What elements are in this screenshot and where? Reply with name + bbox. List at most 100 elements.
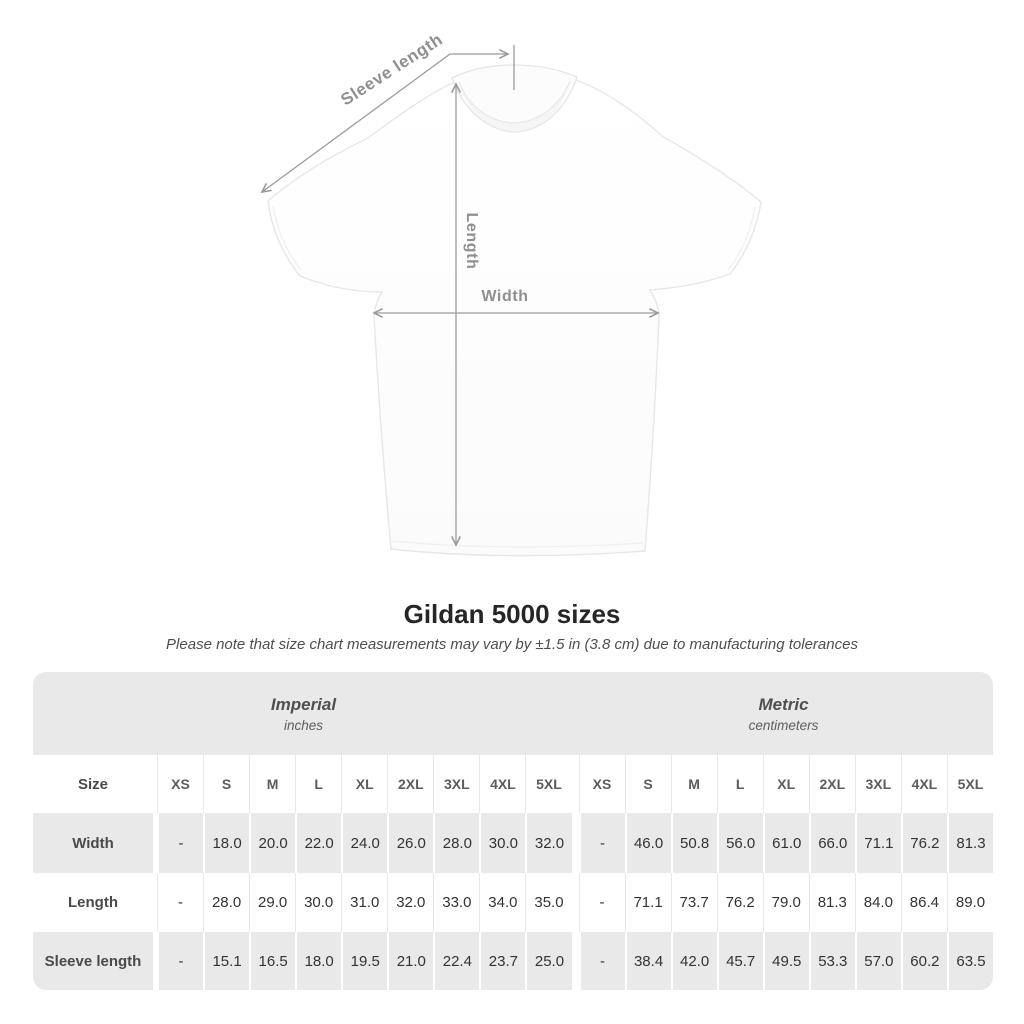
size-header-imperial-xl: XL	[341, 755, 388, 813]
length-label: Length	[463, 212, 480, 270]
tshirt-body-shape	[267, 78, 762, 557]
value-cell: 81.3	[808, 873, 855, 932]
value-cell: 46.0	[624, 813, 671, 873]
size-header-metric-2xl: 2XL	[808, 755, 855, 813]
column-gap	[153, 813, 157, 873]
value-cell: -	[157, 873, 204, 932]
value-cell: -	[578, 932, 625, 990]
row-label-length: Length	[33, 873, 153, 932]
column-gap	[571, 755, 579, 813]
value-cell: 30.0	[295, 873, 342, 932]
page-title: Gildan 5000 sizes	[403, 599, 621, 629]
value-cell: 20.0	[249, 813, 296, 873]
value-cell: 22.4	[433, 932, 480, 990]
value-cell: 50.8	[670, 813, 717, 873]
size-header-imperial-xs: XS	[157, 755, 204, 813]
value-cell: 49.5	[762, 932, 809, 990]
table-row-length: Length - 28.0 29.0 30.0 31.0 32.0 33.0 3…	[33, 873, 993, 932]
size-header-metric-xs: XS	[578, 755, 625, 813]
value-cell: 22.0	[295, 813, 342, 873]
size-header-imperial-s: S	[203, 755, 250, 813]
value-cell: 25.0	[525, 932, 572, 990]
size-header-imperial-5xl: 5XL	[525, 755, 572, 813]
value-cell: 24.0	[341, 813, 388, 873]
size-header-imperial-4xl: 4XL	[479, 755, 526, 813]
tshirt-hem-seam	[392, 540, 644, 548]
metric-title: Metric	[758, 694, 809, 714]
size-header-metric-5xl: 5XL	[946, 755, 993, 813]
value-cell: 29.0	[249, 873, 296, 932]
value-cell: -	[157, 932, 204, 990]
row-label-sleeve-length: Sleeve length	[33, 932, 153, 990]
value-cell: 66.0	[808, 813, 855, 873]
value-cell: 23.7	[479, 932, 526, 990]
size-header-imperial-m: M	[249, 755, 296, 813]
value-cell: 76.2	[716, 873, 763, 932]
value-cell: 57.0	[854, 932, 901, 990]
value-cell: 15.1	[203, 932, 250, 990]
value-cell: 28.0	[433, 813, 480, 873]
value-cell: 71.1	[624, 873, 671, 932]
value-cell: -	[157, 813, 204, 873]
value-cell: 16.5	[249, 932, 296, 990]
tshirt-right-sleeve-seam	[728, 206, 756, 270]
imperial-header: Imperial inches	[33, 672, 574, 755]
sleeve-length-arrow-diagonal	[260, 53, 451, 194]
size-header-row: Size XS S M L XL 2XL 3XL 4XL 5XL XS S M …	[33, 755, 993, 813]
value-cell: 33.0	[433, 873, 480, 932]
value-cell: 76.2	[900, 813, 947, 873]
size-header-imperial-3xl: 3XL	[433, 755, 480, 813]
value-cell: 86.4	[900, 873, 947, 932]
column-gap	[153, 932, 157, 990]
tshirt-left-sleeve-seam	[272, 205, 302, 271]
table-row-width: Width - 18.0 20.0 22.0 24.0 26.0 28.0 30…	[33, 813, 993, 873]
value-cell: 53.3	[808, 932, 855, 990]
imperial-unit: inches	[283, 717, 324, 733]
size-header-metric-4xl: 4XL	[900, 755, 947, 813]
size-chart-table: Imperial inches Metric centimeters Size …	[33, 672, 993, 990]
value-cell: 32.0	[387, 873, 434, 932]
metric-header: Metric centimeters	[574, 672, 993, 755]
column-gap	[571, 873, 579, 932]
value-cell: 89.0	[946, 873, 993, 932]
value-cell: 18.0	[295, 932, 342, 990]
size-header-metric-m: M	[670, 755, 717, 813]
width-label: Width	[481, 288, 529, 305]
imperial-title: Imperial	[270, 694, 337, 714]
value-cell: 21.0	[387, 932, 434, 990]
value-cell: 79.0	[762, 873, 809, 932]
column-gap	[571, 932, 579, 990]
value-cell: 34.0	[479, 873, 526, 932]
column-gap	[571, 813, 579, 873]
value-cell: 28.0	[203, 873, 250, 932]
size-header-imperial-l: L	[295, 755, 342, 813]
size-header-metric-3xl: 3XL	[854, 755, 901, 813]
value-cell: 63.5	[946, 932, 993, 990]
tshirt-collar-shadow	[459, 81, 570, 132]
size-header-metric-xl: XL	[762, 755, 809, 813]
size-header-imperial-2xl: 2XL	[387, 755, 434, 813]
size-header-metric-s: S	[624, 755, 671, 813]
column-gap	[153, 755, 157, 813]
value-cell: 60.2	[900, 932, 947, 990]
value-cell: 38.4	[624, 932, 671, 990]
value-cell: 18.0	[203, 813, 250, 873]
value-cell: -	[578, 873, 625, 932]
column-gap	[153, 873, 157, 932]
value-cell: 42.0	[670, 932, 717, 990]
value-cell: 45.7	[716, 932, 763, 990]
value-cell: 73.7	[670, 873, 717, 932]
tolerance-note: Please note that size chart measurements…	[166, 636, 858, 653]
value-cell: 56.0	[716, 813, 763, 873]
value-cell: -	[578, 813, 625, 873]
units-header-band: Imperial inches Metric centimeters	[33, 672, 993, 755]
table-row-sleeve-length: Sleeve length - 15.1 16.5 18.0 19.5 21.0…	[33, 932, 993, 990]
size-header-metric-l: L	[716, 755, 763, 813]
value-cell: 71.1	[854, 813, 901, 873]
value-cell: 30.0	[479, 813, 526, 873]
row-label-width: Width	[33, 813, 153, 873]
value-cell: 32.0	[525, 813, 572, 873]
value-cell: 61.0	[762, 813, 809, 873]
value-cell: 26.0	[387, 813, 434, 873]
